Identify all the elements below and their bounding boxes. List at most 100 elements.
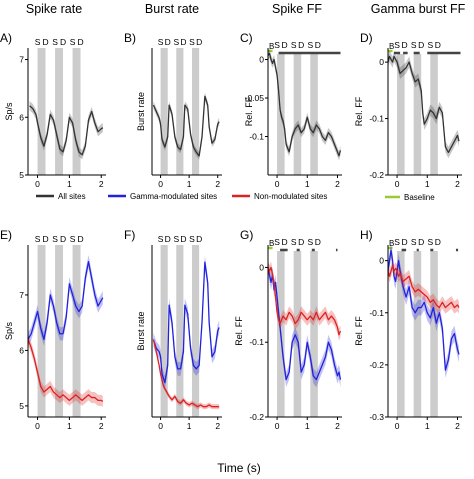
series-line-nonmod <box>267 266 342 336</box>
stim-letter-5: S <box>70 234 76 244</box>
stim-period-1 <box>397 251 405 417</box>
series-band-nonmod <box>388 259 459 314</box>
stim-letter-4: D <box>180 234 186 244</box>
stim-letter-5: S <box>427 40 433 50</box>
y-tick-label-2: 7 <box>19 290 24 300</box>
series-line-gamma <box>27 260 104 340</box>
legend-label-all-sites: All sites <box>58 192 86 201</box>
legend-label-non-modulated: Non-modulated sites <box>254 192 327 201</box>
series-line-nonmod <box>152 339 220 408</box>
stim-period-3 <box>310 54 318 175</box>
baseline-letter: B <box>389 42 394 51</box>
x-tick-label-0: 0 <box>158 179 163 189</box>
y-tick-label-2: -0.2 <box>249 412 264 422</box>
stim-letter-1: S <box>35 234 41 244</box>
x-tick-label-0: 0 <box>395 421 400 431</box>
stim-letter-1: S <box>274 237 280 247</box>
stim-letter-3: S <box>173 37 179 47</box>
stim-letter-5: S <box>189 37 195 47</box>
stim-letter-4: D <box>60 37 66 47</box>
series-band-nonmod <box>28 333 103 408</box>
series-line-all <box>387 55 460 154</box>
y-tick-label-1: -0.1 <box>369 114 384 124</box>
series-band-nonmod <box>268 261 341 341</box>
col-title-spike-rate: Spike rate <box>26 2 82 16</box>
stim-letter-1: S <box>158 37 164 47</box>
y-axis-label: Rel. FF <box>244 96 254 126</box>
x-tick-label-2: 2 <box>335 179 340 189</box>
stim-period-1 <box>160 48 168 175</box>
stim-letter-1: S <box>394 40 400 50</box>
stim-period-2 <box>413 54 422 175</box>
stim-period-1 <box>37 48 46 175</box>
baseline-letter: B <box>389 239 394 248</box>
x-tick-label-1: 1 <box>67 179 72 189</box>
y-axis-label: Sp/s <box>4 321 14 340</box>
stim-period-1 <box>397 54 405 175</box>
col-title-spike-ff: Spike FF <box>272 2 322 16</box>
stim-period-3 <box>430 251 438 417</box>
stim-letter-2: D <box>402 40 408 50</box>
figure-xlabel: Time (s) <box>217 461 261 475</box>
stim-period-3 <box>192 48 200 175</box>
series-band-all <box>388 50 459 159</box>
x-tick-label-0: 0 <box>275 421 280 431</box>
x-tick-label-1: 1 <box>425 421 430 431</box>
y-tick-label-2: -0.1 <box>249 132 264 142</box>
y-tick-label-1: -0.1 <box>249 337 264 347</box>
stim-letter-2: D <box>165 37 171 47</box>
y-tick-label-0: 5 <box>19 401 24 411</box>
stim-period-1 <box>160 245 168 417</box>
y-tick-label-2: -0.2 <box>369 360 384 370</box>
y-tick-label-1: -0.1 <box>369 308 384 318</box>
y-tick-label-1: -0.05 <box>245 93 265 103</box>
x-tick-label-2: 2 <box>99 421 104 431</box>
stim-letter-1: S <box>394 237 400 247</box>
stim-letter-3: S <box>291 237 297 247</box>
stim-letter-4: D <box>60 234 66 244</box>
y-tick-label-2: -0.2 <box>369 170 384 180</box>
stim-letter-4: D <box>418 237 424 247</box>
x-tick-label-2: 2 <box>99 179 104 189</box>
x-tick-label-2: 2 <box>335 421 340 431</box>
legend-label-gamma-modulated: Gamma-modulated sites <box>130 192 217 201</box>
y-tick-label-3: -0.3 <box>369 412 384 422</box>
y-tick-label-0: 0 <box>379 256 384 266</box>
panel-label: B) <box>124 31 136 45</box>
x-tick-label-2: 2 <box>455 179 460 189</box>
series-line-all <box>29 105 104 156</box>
y-tick-label-2: 7 <box>19 55 24 65</box>
stim-letter-2: D <box>402 237 408 247</box>
stim-letter-6: D <box>196 234 202 244</box>
series-line-nonmod <box>27 339 104 402</box>
x-tick-label-0: 0 <box>35 179 40 189</box>
y-axis-label: Rel. FF <box>234 316 244 346</box>
x-tick-label-0: 0 <box>35 421 40 431</box>
x-tick-label-1: 1 <box>305 421 310 431</box>
y-tick-label-0: 0 <box>379 57 384 67</box>
stim-letter-6: D <box>196 37 202 47</box>
stim-letter-1: S <box>158 234 164 244</box>
stim-period-3 <box>192 245 200 417</box>
baseline-letter: B <box>269 42 274 51</box>
stim-letter-6: D <box>77 234 83 244</box>
stim-letter-5: S <box>307 237 313 247</box>
series-band-all <box>29 101 103 160</box>
y-tick-label-0: 0 <box>259 55 264 65</box>
series-line-gamma <box>267 267 342 381</box>
x-tick-label-2: 2 <box>215 421 220 431</box>
stim-letter-4: D <box>298 237 304 247</box>
y-tick-label-0: 5 <box>19 170 24 180</box>
stim-letter-6: D <box>77 37 83 47</box>
stim-letter-3: S <box>411 40 417 50</box>
stim-period-3 <box>310 251 318 417</box>
series-band-gamma <box>388 242 459 378</box>
